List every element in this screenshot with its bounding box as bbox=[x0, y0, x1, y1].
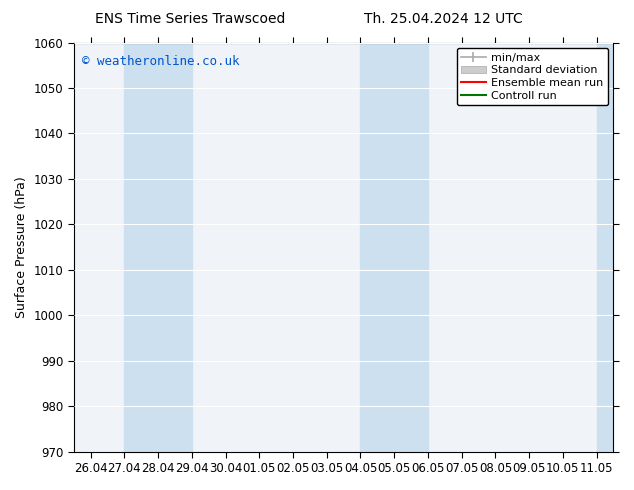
Bar bbox=[124, 43, 192, 452]
Bar bbox=[597, 43, 630, 452]
Text: ENS Time Series Trawscoed: ENS Time Series Trawscoed bbox=[95, 12, 285, 26]
Text: Th. 25.04.2024 12 UTC: Th. 25.04.2024 12 UTC bbox=[365, 12, 523, 26]
Y-axis label: Surface Pressure (hPa): Surface Pressure (hPa) bbox=[15, 176, 28, 318]
Text: © weatheronline.co.uk: © weatheronline.co.uk bbox=[82, 55, 239, 68]
Bar bbox=[361, 43, 428, 452]
Legend: min/max, Standard deviation, Ensemble mean run, Controll run: min/max, Standard deviation, Ensemble me… bbox=[456, 48, 608, 105]
